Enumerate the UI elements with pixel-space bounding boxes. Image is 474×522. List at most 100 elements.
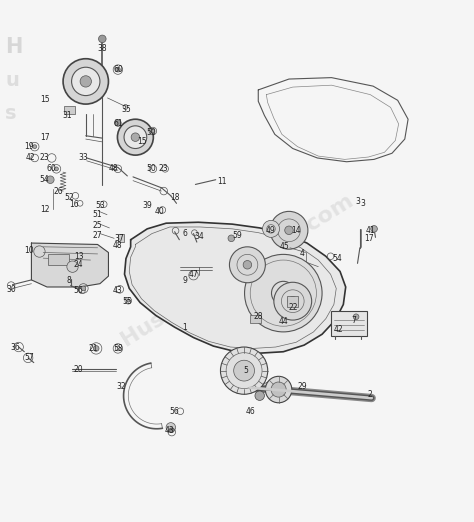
Circle shape [124, 126, 147, 149]
Circle shape [234, 360, 255, 381]
Text: 27: 27 [93, 231, 102, 240]
Circle shape [263, 220, 280, 238]
Circle shape [353, 314, 359, 319]
Circle shape [278, 288, 289, 299]
Text: 19: 19 [24, 142, 34, 151]
Text: u: u [5, 71, 19, 90]
Circle shape [81, 286, 86, 291]
Text: 15: 15 [137, 137, 146, 146]
Text: 48: 48 [109, 164, 118, 173]
Circle shape [288, 296, 298, 306]
Text: 58: 58 [113, 344, 123, 353]
FancyBboxPatch shape [64, 106, 75, 114]
Text: 59: 59 [232, 231, 242, 240]
Circle shape [80, 76, 91, 87]
Text: 46: 46 [246, 407, 255, 416]
Text: 48: 48 [113, 241, 123, 251]
Text: 56: 56 [74, 286, 83, 295]
Circle shape [169, 428, 174, 433]
Text: 37: 37 [114, 234, 124, 243]
Text: 32: 32 [117, 382, 126, 391]
Text: 57: 57 [24, 353, 34, 362]
Text: 11: 11 [217, 177, 227, 186]
Circle shape [151, 129, 155, 133]
Text: 45: 45 [279, 242, 289, 251]
Text: 40: 40 [154, 207, 164, 216]
Text: 51: 51 [93, 210, 102, 219]
Circle shape [274, 282, 312, 320]
Circle shape [131, 133, 140, 141]
Text: 22: 22 [288, 303, 298, 312]
Text: 8: 8 [67, 276, 72, 286]
Text: 23: 23 [40, 153, 49, 162]
FancyBboxPatch shape [250, 315, 261, 324]
Text: 60: 60 [46, 164, 56, 173]
Text: 28: 28 [254, 312, 263, 321]
Text: 10: 10 [24, 246, 34, 255]
Circle shape [72, 67, 100, 96]
Circle shape [265, 376, 292, 403]
Text: H: H [5, 37, 23, 57]
Text: 12: 12 [40, 206, 49, 215]
Circle shape [271, 382, 286, 397]
Text: 42: 42 [334, 325, 344, 334]
Circle shape [243, 260, 252, 269]
Circle shape [115, 120, 121, 126]
Text: 52: 52 [64, 193, 74, 201]
Text: 24: 24 [74, 260, 83, 269]
Text: s: s [5, 104, 17, 123]
Text: 36: 36 [10, 342, 20, 351]
Text: 34: 34 [194, 232, 204, 241]
Text: 9: 9 [182, 276, 187, 286]
Circle shape [245, 254, 322, 332]
Text: 5: 5 [243, 366, 248, 375]
Text: 53: 53 [95, 201, 105, 210]
Text: 17: 17 [40, 133, 49, 141]
Text: 30: 30 [6, 285, 16, 294]
Text: 56: 56 [170, 407, 180, 416]
Text: Husqvarna-Parts.com: Husqvarna-Parts.com [117, 191, 357, 350]
Text: 54: 54 [332, 254, 342, 263]
Text: 6: 6 [182, 229, 187, 238]
Text: 17: 17 [365, 234, 374, 243]
Text: 29: 29 [297, 382, 307, 391]
Text: 49: 49 [265, 226, 275, 235]
Circle shape [55, 167, 58, 171]
Text: 25: 25 [93, 221, 102, 230]
Text: 14: 14 [291, 226, 301, 235]
Text: 44: 44 [278, 317, 288, 326]
Text: 4: 4 [300, 250, 305, 258]
Text: 26: 26 [54, 186, 63, 196]
Text: 35: 35 [121, 105, 131, 114]
Circle shape [46, 176, 54, 184]
Text: 47: 47 [189, 270, 199, 279]
Text: 3: 3 [361, 199, 366, 208]
Circle shape [118, 119, 154, 155]
Text: 18: 18 [170, 193, 179, 201]
Text: 38: 38 [98, 44, 107, 53]
Text: 16: 16 [69, 200, 79, 209]
Text: 1: 1 [182, 323, 187, 331]
Text: 2: 2 [368, 390, 373, 399]
Text: 41: 41 [366, 226, 375, 235]
Text: 33: 33 [79, 153, 88, 162]
Circle shape [270, 211, 308, 249]
Text: 15: 15 [40, 95, 49, 104]
Text: 31: 31 [62, 111, 72, 120]
Circle shape [220, 347, 268, 394]
Text: 60: 60 [113, 65, 123, 74]
Text: 43: 43 [113, 286, 123, 295]
Circle shape [228, 235, 235, 242]
Circle shape [33, 145, 36, 149]
Circle shape [93, 346, 99, 351]
Text: 54: 54 [40, 175, 49, 184]
Text: 13: 13 [74, 252, 83, 261]
Circle shape [116, 67, 120, 72]
FancyBboxPatch shape [118, 233, 124, 242]
Text: 50: 50 [146, 164, 156, 173]
Circle shape [371, 226, 377, 232]
Circle shape [255, 391, 264, 400]
Circle shape [166, 423, 175, 432]
Circle shape [99, 35, 106, 43]
Text: 21: 21 [88, 344, 98, 353]
